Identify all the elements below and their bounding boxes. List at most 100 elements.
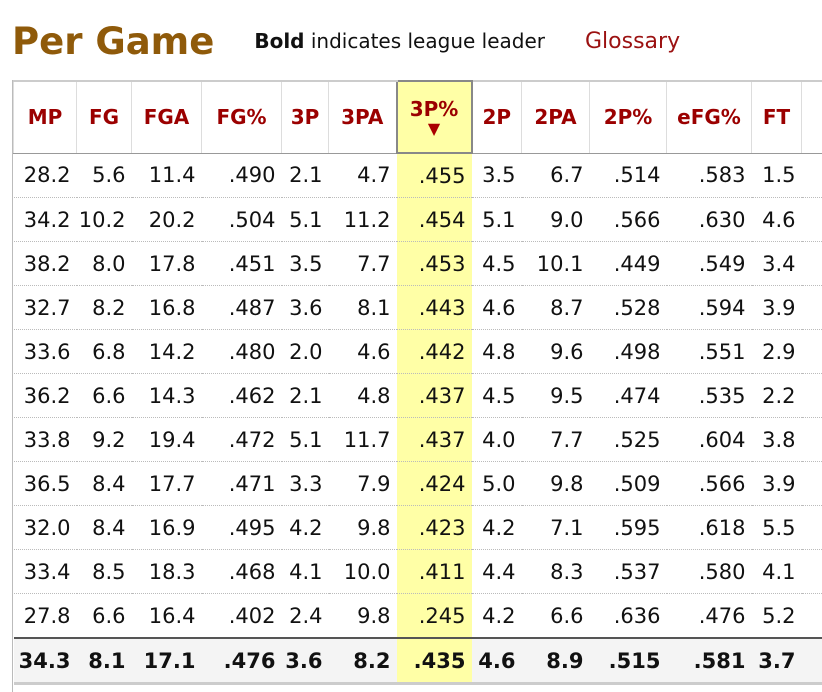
column-header[interactable]: eFG% [666,80,752,154]
table-row: 32.7 8.2 16.8.487 3.6 8.1.443 4.6 8.7.528.594 3… [13,285,822,330]
cell: .583 [666,153,752,198]
cell: 14.3 [131,373,202,418]
column-header[interactable]: 2P [471,80,522,154]
table-row: 28.2 5.6 11.4.490 2.1 4.7.455 3.5 6.7.514.583 1… [13,153,822,198]
note: Bold indicates league leader [254,29,545,53]
cell [801,373,822,418]
cell [801,417,822,462]
cell [801,593,822,639]
cell: 16.4 [131,593,202,639]
cell: .504 [201,197,282,242]
column-header[interactable]: FGA [131,80,202,154]
cell: 8.0 [76,241,132,286]
cell: 36.2 [13,373,77,418]
cell [801,241,822,286]
cell: 10.2 [76,197,132,242]
cell: 5.1 [281,197,329,242]
column-header-text: FT [762,105,791,130]
column-header[interactable]: 2PA [521,80,590,154]
cell: .490 [201,153,282,198]
column-header[interactable]: FT [751,80,802,154]
column-header[interactable]: 3P [281,80,329,154]
cell: 2.0 [281,329,329,374]
cell: 4.8 [328,373,397,418]
cell: 4.2 [471,593,522,639]
cell [801,153,822,198]
cell: 8.3 [521,549,590,594]
note-bold: Bold [254,29,305,53]
cell: 16.9 [131,505,202,550]
cell: 4.6 [471,637,522,685]
cell: 8.4 [76,461,132,506]
column-header[interactable]: FG% [201,80,282,154]
cell: 9.8 [328,505,397,550]
cell: 34.2 [13,197,77,242]
cell: 8.2 [328,637,397,685]
cell: 1.5 [751,153,802,198]
cell: 3.5 [281,241,329,286]
cell: .411 [396,549,472,594]
cell: .514 [589,153,667,198]
cell: 5.0 [471,461,522,506]
cell: 9.0 [521,197,590,242]
cell: 14.2 [131,329,202,374]
glossary-link[interactable]: Glossary [585,28,681,54]
cell: .618 [666,505,752,550]
header: Per Game Bold indicates league leader Gl… [12,18,680,64]
cell: .462 [201,373,282,418]
cell: 7.7 [521,417,590,462]
column-header-text: 2PA [534,105,577,130]
cell: 8.7 [521,285,590,330]
column-header[interactable]: MP [13,80,77,154]
cell: 4.1 [281,549,329,594]
column-header-text: MP [27,105,63,130]
cell: 5.1 [281,417,329,462]
cell: 8.9 [521,637,590,685]
cell: 19.4 [131,417,202,462]
cell: 4.2 [471,505,522,550]
cell: 8.4 [76,505,132,550]
column-header[interactable]: FG [76,80,132,154]
column-header[interactable]: 3PA [328,80,397,154]
cell: .455 [396,153,472,198]
cell: 4.7 [328,153,397,198]
column-header-text: FGA [143,105,190,130]
cell: 6.6 [76,593,132,639]
cell: 3.6 [281,637,329,685]
column-header-text: 3P [290,105,320,130]
cell: 10.0 [328,549,397,594]
column-header[interactable] [801,80,822,154]
cell: 3.5 [471,153,522,198]
cell: .495 [201,505,282,550]
cell: 9.5 [521,373,590,418]
cell: 5.1 [471,197,522,242]
cell: 4.5 [471,241,522,286]
cell: .566 [589,197,667,242]
table-wrap: MP FG FGA FG% 3P 3PA 3P% ▼ 2P 2PA 2P% eFG% FT 28.2 5.6… [12,80,822,692]
cell [801,329,822,374]
cell: 9.2 [76,417,132,462]
cell: 5.2 [751,593,802,639]
table-row: 34.3 8.1 17.1.476 3.6 8.2.435 4.6 8.9.515.581 3… [13,637,822,685]
column-header[interactable]: 3P% ▼ [395,80,473,154]
table-row: 36.2 6.6 14.3.462 2.1 4.8.437 4.5 9.5.474.535 2… [13,373,822,418]
cell: 7.9 [328,461,397,506]
cell: 2.1 [281,373,329,418]
column-header[interactable]: 2P% [589,80,667,154]
cell: .581 [666,637,752,685]
cell: .551 [666,329,752,374]
cell: 3.9 [751,461,802,506]
cell: 38.2 [13,241,77,286]
cell: 3.9 [751,285,802,330]
cell: 2.4 [281,593,329,639]
cell: 6.8 [76,329,132,374]
cell: .525 [589,417,667,462]
cell: .474 [589,373,667,418]
table-row: 38.2 8.0 17.8.451 3.5 7.7.453 4.5 10.1.449.549… [13,241,822,286]
table-row: 36.5 8.4 17.7.471 3.3 7.9.424 5.0 9.8.509.566 3… [13,461,822,506]
sort-arrow: ▼ [427,119,441,138]
cell: .471 [201,461,282,506]
cell: .449 [589,241,667,286]
cell: .566 [666,461,752,506]
cell: 20.2 [131,197,202,242]
